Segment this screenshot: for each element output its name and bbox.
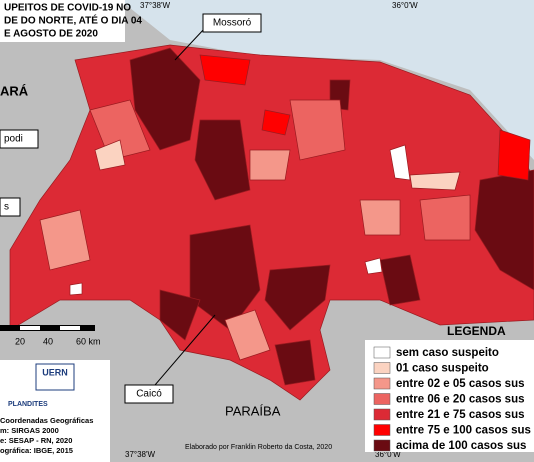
title-line: E AGOSTO DE 2020: [4, 29, 98, 40]
cell: [497, 129, 531, 181]
cell: [289, 99, 346, 161]
scale-bar: [60, 326, 80, 330]
cell: [224, 309, 271, 361]
legend-label: 01 caso suspeito: [396, 363, 489, 375]
place-label: s: [4, 202, 9, 213]
logo: [35, 363, 75, 391]
place-label: ARÁ: [0, 83, 29, 98]
cell: [379, 254, 421, 306]
legend-swatch: [373, 439, 391, 452]
cell: [389, 144, 411, 181]
coordinate: 37°38'W: [125, 450, 156, 459]
cell: [409, 171, 461, 191]
place-label: Caicó: [136, 389, 162, 400]
logo-text: UERN: [42, 367, 68, 377]
author: Elaborado por Franklin Roberto da Costa,…: [185, 444, 332, 451]
mossoro-area: [129, 47, 201, 151]
cell: [69, 282, 83, 296]
legend-swatch: [373, 393, 391, 405]
coordinate: 36°0'W: [375, 450, 401, 459]
cell: [419, 194, 471, 241]
credit: Coordenadas Geográficas: [0, 416, 93, 425]
cell: [199, 54, 251, 86]
label-box: [124, 384, 174, 404]
cell: [194, 119, 251, 201]
label-box: [0, 197, 21, 217]
credit: e: SESAP - RN, 2020: [0, 436, 72, 445]
place-label: PARAÍBA: [225, 403, 281, 418]
place-label: Mossoró: [213, 18, 252, 29]
scale-bar: [0, 325, 95, 331]
legend-swatch: [373, 346, 391, 359]
scale-label: 20: [15, 336, 25, 346]
label-box: [0, 129, 39, 149]
credit: ográfica: IBGE, 2015: [0, 446, 73, 455]
sea: [120, 0, 534, 160]
legend: sem caso suspeito 01 caso suspeito entre 0…: [373, 346, 531, 452]
cell: [264, 264, 331, 331]
credit: m: SIRGAS 2000: [0, 426, 59, 435]
cell: [89, 99, 151, 161]
cell: [359, 199, 401, 236]
cell: [364, 257, 383, 275]
scale-bar: [20, 326, 40, 330]
municipalities: [9, 44, 534, 401]
scale-label: 40: [43, 336, 53, 346]
legend-label: sem caso suspeito: [396, 347, 499, 359]
legend-label: entre 75 e 100 casos sus: [396, 425, 531, 437]
cell: [159, 289, 201, 341]
legend-swatch: [373, 424, 391, 436]
legend-label: entre 06 e 20 casos sus: [396, 394, 525, 406]
cell: [39, 209, 91, 271]
scale-label: 60 km: [76, 336, 101, 346]
legend-title: LEGENDA: [447, 324, 506, 338]
title-line: DE DO NORTE, ATÉ O DIA 04: [4, 14, 142, 27]
cell: [249, 149, 291, 181]
legend-box: [365, 340, 534, 452]
legend-label: entre 02 e 05 casos sus: [396, 378, 525, 390]
legend-swatch: [373, 362, 391, 374]
cell: [274, 339, 316, 386]
cell: [261, 109, 291, 136]
title-line: UPEITOS DE COVID-19 NO: [4, 3, 131, 14]
title-box: [0, 0, 125, 42]
coordinate: 37°38'W: [140, 1, 171, 10]
cell: [189, 224, 261, 331]
legend-label: acima de 100 casos sus: [396, 440, 526, 452]
coordinate: 36°0'W: [392, 1, 418, 10]
leader: [174, 27, 206, 61]
cell: [94, 139, 126, 171]
place-label: podi: [4, 134, 23, 145]
legend-swatch: [373, 408, 391, 421]
label-box: [202, 13, 262, 33]
leader: [154, 314, 216, 386]
legend-label: entre 21 e 75 casos sus: [396, 409, 525, 421]
legend-swatch: [373, 377, 391, 390]
logo-text: PLANDITES: [8, 401, 48, 408]
